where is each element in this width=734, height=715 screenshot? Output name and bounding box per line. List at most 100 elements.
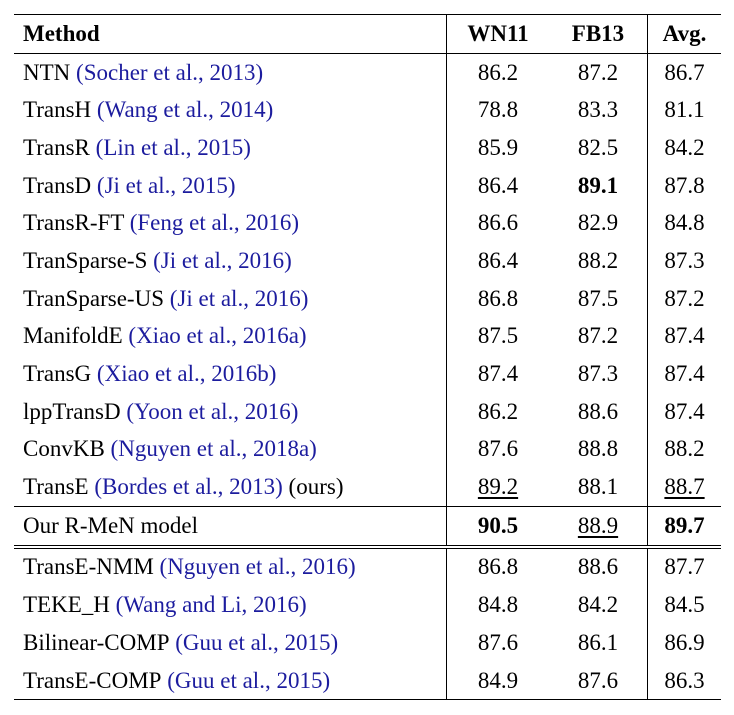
avg-cell: 86.3: [647, 661, 721, 701]
method-name: NTN: [23, 59, 71, 85]
table-row: ConvKB (Nguyen et al., 2018a) 87.6 88.8 88.…: [14, 430, 721, 469]
wn11-cell: 86.2: [447, 393, 550, 431]
table-row: lppTransD (Yoon et al., 2016) 86.2 88.6 87.…: [14, 392, 722, 431]
fb13-value: 86.1: [577, 629, 619, 655]
citation-link[interactable]: (Guu et al., 2015): [167, 667, 331, 693]
method-name: TransD: [23, 172, 92, 198]
citation-link[interactable]: (Yoon et al., 2016): [126, 398, 299, 424]
avg-cell: 87.4: [648, 355, 722, 393]
wn11-value: 86.8: [477, 554, 519, 580]
table-row: TransR (Lin et al., 2015) 85.9 82.5 84.2: [14, 129, 721, 167]
fb13-cell: 88.6: [549, 392, 648, 431]
avg-value: 87.2: [664, 285, 705, 311]
method-cell: NTN (Socher et al., 2013): [14, 53, 447, 92]
method-name: TransR: [23, 134, 90, 160]
wn11-cell: 87.6: [447, 431, 550, 469]
header-avg: Avg.: [662, 20, 707, 46]
fb13-value: 87.6: [577, 667, 619, 693]
method-name: Bilinear-: [23, 629, 105, 655]
method-name: Our R-MeN model: [23, 512, 199, 538]
avg-value: 84.2: [664, 134, 705, 160]
citation-link[interactable]: (Ji et al., 2015): [96, 172, 236, 198]
fb13-cell: 88.2: [549, 242, 648, 280]
fb13-cell: 87.6: [549, 661, 648, 701]
method-cell: TransR (Lin et al., 2015): [14, 129, 447, 167]
method-cell: TranSparse-S (Ji et al., 2016): [14, 242, 447, 280]
citation-link[interactable]: (Xiao et al., 2016b): [96, 361, 277, 387]
avg-value: 88.7: [664, 474, 705, 500]
table-row: TEKE_H (Wang and Li, 2016) 84.8 84.2 84.5: [14, 586, 721, 624]
wn11-value: 84.8: [477, 592, 519, 618]
method-cell: TransG (Xiao et al., 2016b): [14, 355, 447, 393]
avg-cell: 84.5: [648, 586, 722, 624]
wn11-cell: 86.6: [447, 204, 550, 242]
method-suffix: (ours): [288, 474, 344, 500]
fb13-cell: 88.8: [549, 430, 648, 469]
method-name-smallcaps: COMP: [104, 629, 170, 655]
fb13-value: 88.2: [577, 247, 619, 273]
method-name: ManifoldE: [23, 323, 123, 349]
wn11-value: 86.4: [477, 172, 519, 198]
table-body: NTN (Socher et al., 2013) 86.2 87.2 86.7 Tra…: [14, 53, 722, 701]
fb13-value: 83.3: [577, 97, 619, 123]
avg-value: 86.7: [664, 59, 705, 85]
wn11-cell: 78.8: [447, 91, 550, 129]
citation-link[interactable]: (Bordes et al., 2013): [94, 474, 283, 500]
citation-link[interactable]: (Wang et al., 2014): [96, 97, 274, 123]
fb13-cell: 83.3: [549, 91, 648, 130]
wn11-cell: 84.9: [446, 661, 549, 701]
avg-cell: 86.9: [648, 624, 722, 662]
citation-link[interactable]: (Xiao et al., 2016a): [128, 323, 307, 349]
citation-link[interactable]: (Lin et al., 2015): [95, 134, 251, 160]
fb13-value: 88.6: [577, 554, 619, 580]
fb13-cell: 87.2: [549, 53, 648, 92]
wn11-value: 87.4: [477, 361, 519, 387]
wn11-value: 84.9: [477, 667, 519, 693]
fb13-cell: 87.5: [549, 279, 648, 318]
method-name: TransR-FT: [23, 210, 124, 236]
avg-value: 86.3: [664, 667, 705, 693]
wn11-value: 85.9: [477, 134, 519, 160]
wn11-value: 86.8: [477, 285, 519, 311]
citation-link[interactable]: (Socher et al., 2013): [76, 59, 264, 85]
fb13-value: 87.5: [577, 285, 619, 311]
table-row: ManifoldE (Xiao et al., 2016a) 87.5 87.2 87…: [14, 317, 722, 356]
header-row: Method WN11 FB13 Avg.: [14, 14, 721, 54]
citation-link[interactable]: (Nguyen et al., 2016): [159, 554, 356, 580]
wn11-cell: 87.6: [447, 624, 550, 662]
fb13-value: 88.8: [577, 436, 619, 462]
avg-value: 84.5: [664, 592, 705, 618]
avg-cell: 84.8: [648, 204, 722, 242]
avg-value: 87.4: [664, 361, 705, 387]
table-row: TransR-FT (Feng et al., 2016) 86.6 82.9 84.…: [14, 204, 722, 243]
avg-value: 87.4: [664, 398, 705, 424]
avg-cell: 89.7: [647, 506, 721, 549]
avg-cell: 87.8: [648, 167, 722, 205]
avg-cell: 87.4: [648, 318, 722, 356]
table-row: NTN (Socher et al., 2013) 86.2 87.2 86.7: [14, 53, 721, 92]
wn11-value: 86.4: [477, 247, 519, 273]
table-row: Our R-MeN model 90.5 88.9 89.7: [14, 506, 721, 549]
method-cell: TransH (Wang et al., 2014): [14, 91, 447, 130]
citation-link[interactable]: (Wang and Li, 2016): [115, 592, 307, 618]
fb13-cell: 88.9: [549, 506, 648, 549]
avg-cell: 81.1: [648, 91, 722, 129]
wn11-value: 86.2: [477, 59, 519, 85]
avg-cell: 87.4: [648, 393, 722, 431]
citation-link[interactable]: (Ji et al., 2016): [153, 247, 292, 273]
fb13-cell: 82.9: [549, 204, 648, 243]
citation-link[interactable]: (Ji et al., 2016): [169, 285, 309, 311]
wn11-value: 90.5: [477, 512, 519, 538]
avg-value: 87.7: [664, 554, 705, 580]
method-name: TransE: [23, 474, 89, 500]
results-table: Method WN11 FB13 Avg. NTN (Socher et al.…: [14, 14, 722, 701]
wn11-cell: 86.2: [447, 53, 550, 91]
citation-link[interactable]: (Feng et al., 2016): [129, 210, 299, 236]
wn11-cell: 90.5: [446, 506, 549, 549]
citation-link[interactable]: (Nguyen et al., 2018a): [110, 436, 317, 462]
fb13-value: 82.5: [577, 134, 619, 160]
method-name: TEKE_H: [23, 592, 110, 618]
fb13-value: 88.9: [577, 512, 619, 538]
citation-link[interactable]: (Guu et al., 2015): [175, 629, 339, 655]
method-cell: TransD (Ji et al., 2015): [14, 166, 447, 205]
